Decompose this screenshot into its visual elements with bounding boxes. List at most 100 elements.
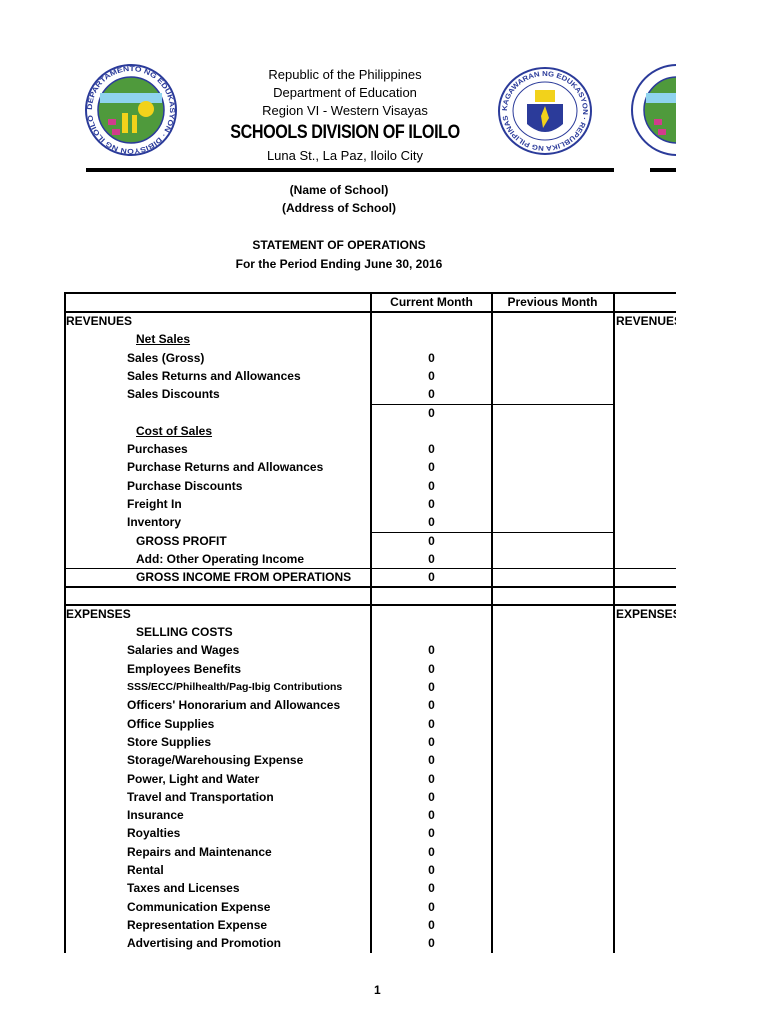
row-label: Employees Benefits xyxy=(127,661,242,676)
current-month-value: 0 xyxy=(428,643,435,658)
current-month-value: 0 xyxy=(428,716,435,731)
current-month-value: 0 xyxy=(428,405,435,420)
current-month-value: 0 xyxy=(428,387,435,402)
current-month-value: 0 xyxy=(428,551,435,566)
row-label: Rental xyxy=(127,863,164,877)
table-row: Taxes and Licenses 0 xyxy=(64,879,676,897)
current-month-value: 0 xyxy=(428,570,435,585)
header-bottom-border xyxy=(64,311,676,313)
table-row: Purchase Discounts 0 xyxy=(64,477,676,495)
letterhead-address: Luna St., La Paz, Iloilo City xyxy=(266,148,424,163)
table-row: Employees Benefits 0 xyxy=(64,660,676,678)
row-label: Purchase Discounts xyxy=(127,478,243,493)
row-label: Taxes and Licenses xyxy=(127,881,240,896)
current-month-value: 0 xyxy=(428,936,435,951)
table-row: Purchase Returns and Allowances 0 xyxy=(64,458,676,476)
current-month-value: 0 xyxy=(428,771,435,786)
row-label: Sales (Gross) xyxy=(127,350,205,365)
table-row: Cost of Sales xyxy=(64,422,676,440)
current-month-value: 0 xyxy=(428,826,435,841)
table-row: Insurance 0 xyxy=(64,806,676,824)
current-month-value: 0 xyxy=(428,789,435,804)
deped-seal-logo: KAGAWARAN NG EDUKASYON · REPUBLIKA NG PI… xyxy=(498,67,592,155)
side-section-label: EXPENSES xyxy=(616,606,676,621)
letterhead-line2: Department of Education xyxy=(273,85,417,100)
current-month-value: 0 xyxy=(428,698,435,713)
row-label: Freight In xyxy=(127,497,182,511)
row-label: SELLING COSTS xyxy=(136,625,233,640)
header-rule-right xyxy=(650,168,676,172)
header-previous-month: Previous Month xyxy=(507,295,598,309)
total-line xyxy=(64,568,676,570)
table-row xyxy=(64,587,676,605)
row-label: Officers' Honorarium and Allowances xyxy=(127,698,341,713)
row-label: EXPENSES xyxy=(66,606,131,621)
table-row: Representation Expense 0 xyxy=(64,916,676,934)
page-number: 1 xyxy=(374,983,381,997)
row-label: Power, Light and Water xyxy=(127,771,260,786)
table-top-border xyxy=(64,292,676,294)
current-month-value: 0 xyxy=(428,844,435,859)
table-border-left xyxy=(64,293,66,953)
table-border-col3 xyxy=(613,293,615,953)
row-label: Insurance xyxy=(127,808,184,823)
school-address: (Address of School) xyxy=(281,201,396,215)
table-row: REVENUES REVENUES xyxy=(64,312,676,330)
total-line xyxy=(64,585,676,588)
table-row: Officers' Honorarium and Allowances 0 xyxy=(64,696,676,714)
table-row: Travel and Transportation 0 xyxy=(64,788,676,806)
table-row: Royalties 0 xyxy=(64,824,676,842)
current-month-value: 0 xyxy=(428,478,435,493)
table-row: GROSS PROFIT 0 xyxy=(64,532,676,550)
row-label: Inventory xyxy=(127,515,182,530)
row-label: Cost of Sales xyxy=(136,423,213,438)
table-row: Net Sales xyxy=(64,330,676,348)
table-row: Add: Other Operating Income 0 xyxy=(64,550,676,568)
subtotal-line xyxy=(371,531,613,533)
row-label: Advertising and Promotion xyxy=(127,936,282,951)
row-label: Communication Expense xyxy=(127,899,271,914)
row-label: Purchases xyxy=(127,442,188,457)
table-row: Power, Light and Water 0 xyxy=(64,770,676,788)
current-month-value: 0 xyxy=(428,497,435,511)
current-month-value: 0 xyxy=(428,899,435,914)
row-label: Repairs and Maintenance xyxy=(127,844,272,859)
current-month-value: 0 xyxy=(428,917,435,932)
row-label: Net Sales xyxy=(136,332,191,347)
current-month-value: 0 xyxy=(428,863,435,877)
row-label: REVENUES xyxy=(66,314,133,328)
division-seal-logo: DEPARTAMENTO NG EDUKASYON · DIBISYON NG … xyxy=(85,64,177,156)
division-name: SCHOOLS DIVISION OF ILOILO xyxy=(230,122,460,143)
current-month-value: 0 xyxy=(428,442,435,457)
row-label: GROSS INCOME FROM OPERATIONS xyxy=(136,570,352,585)
row-label: Representation Expense xyxy=(127,917,268,932)
total-line xyxy=(64,603,676,606)
row-label: Storage/Warehousing Expense xyxy=(127,753,304,768)
report-period: For the Period Ending June 30, 2016 xyxy=(235,257,443,271)
row-label: Office Supplies xyxy=(127,716,215,731)
table-row: SELLING COSTS xyxy=(64,623,676,641)
current-month-value: 0 xyxy=(428,515,435,530)
current-month-value: 0 xyxy=(428,661,435,676)
table-border-col1 xyxy=(370,293,372,953)
subtotal-line xyxy=(371,403,613,405)
row-label: Sales Discounts xyxy=(127,387,220,402)
table-row: Sales (Gross) 0 xyxy=(64,349,676,367)
side-section-label: REVENUES xyxy=(616,314,676,328)
table-row: Purchases 0 xyxy=(64,440,676,458)
table-border-col2 xyxy=(491,293,493,953)
header-rule xyxy=(86,168,614,172)
row-label: SSS/ECC/Philhealth/Pag-Ibig Contribution… xyxy=(127,681,343,693)
row-label: Royalties xyxy=(127,826,181,841)
table-row: Office Supplies 0 xyxy=(64,715,676,733)
table-row: SSS/ECC/Philhealth/Pag-Ibig Contribution… xyxy=(64,678,676,696)
table-row: Communication Expense 0 xyxy=(64,898,676,916)
report-title: STATEMENT OF OPERATIONS xyxy=(252,238,426,252)
school-name: (Name of School) xyxy=(289,183,389,197)
table-row: Advertising and Promotion 0 xyxy=(64,934,676,952)
table-row: Freight In 0 xyxy=(64,495,676,513)
page: DEPARTAMENTO NG EDUKASYON · DIBISYON NG … xyxy=(64,64,676,997)
table-row: Storage/Warehousing Expense 0 xyxy=(64,751,676,769)
row-label: Sales Returns and Allowances xyxy=(127,368,301,383)
header-current-month: Current Month xyxy=(390,295,473,309)
